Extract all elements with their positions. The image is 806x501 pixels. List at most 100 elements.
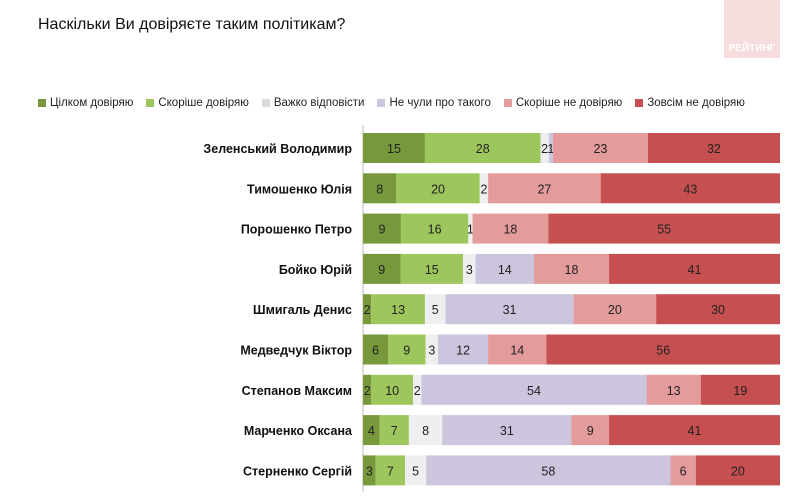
data-label: 32 (707, 142, 721, 156)
data-label: 20 (608, 303, 622, 317)
bar-segment (363, 455, 376, 486)
data-label: 19 (733, 384, 747, 398)
bar-segment (363, 253, 401, 284)
legend-swatch (377, 99, 386, 107)
bar-segment (475, 253, 534, 284)
data-label: 3 (366, 464, 373, 478)
rating-logo: РЕЙТИНГ (724, 0, 780, 58)
legend-item: Цілком довіряю (38, 97, 133, 109)
legend-item: Важко відповісти (261, 97, 364, 109)
data-label: 2 (414, 384, 421, 398)
chart-title: Наскільки Ви довіряєте таким політикам? (38, 16, 346, 33)
data-label: 3 (428, 344, 435, 358)
bar-segment (425, 334, 439, 365)
bar-segment (609, 415, 780, 446)
bar-segment (646, 374, 701, 405)
bar-segment (472, 213, 549, 244)
data-label: 8 (422, 424, 429, 438)
data-label: 14 (510, 344, 524, 358)
bar-segment (445, 294, 574, 325)
data-label: 9 (403, 344, 410, 358)
data-label: 58 (541, 464, 555, 478)
data-label: 13 (391, 303, 405, 317)
bar-segment (700, 374, 780, 405)
legend-item: Зовсім не довіряю (635, 97, 745, 109)
legend-swatch (261, 99, 270, 107)
bar-segment (421, 374, 647, 405)
bar-segment (479, 173, 489, 204)
data-label: 4 (368, 424, 375, 438)
bar-segment (609, 253, 780, 284)
bar-segment (408, 415, 443, 446)
data-label: 10 (385, 384, 399, 398)
data-label: 2 (480, 182, 487, 196)
data-label: 9 (378, 263, 385, 277)
bar-segment (396, 173, 480, 204)
data-label: 41 (688, 263, 702, 277)
data-label: 43 (683, 182, 697, 196)
data-label: 18 (503, 223, 517, 237)
bar-segment (695, 455, 780, 486)
data-label: 20 (731, 464, 745, 478)
bar-segment (548, 133, 553, 163)
logo-text: РЕЙТИНГ (728, 43, 776, 54)
data-label: 2 (364, 384, 371, 398)
data-label: 6 (680, 464, 687, 478)
data-label: 5 (432, 303, 439, 317)
category-label: Медведчук Віктор (240, 344, 352, 358)
bar-segment (424, 133, 541, 163)
data-label: 28 (476, 142, 490, 156)
category-label: Шмигаль Денис (253, 303, 352, 317)
data-label: 14 (498, 263, 512, 277)
data-label: 1 (467, 223, 474, 237)
data-label: 8 (376, 182, 383, 196)
bar-segment (371, 374, 414, 405)
data-label: 2 (364, 303, 371, 317)
bar-segment (363, 213, 401, 244)
legend-label: Скоріше не довіряю (515, 97, 623, 109)
bar-segment (405, 455, 427, 486)
bar-segment (438, 334, 489, 365)
legend-swatch (146, 99, 155, 107)
data-label: 15 (387, 142, 401, 156)
legend-label: Цілком довіряю (50, 97, 134, 109)
bar-segment (426, 455, 671, 486)
data-label: 13 (667, 384, 681, 398)
data-label: 54 (527, 384, 541, 398)
data-label: 20 (431, 182, 445, 196)
data-label: 16 (428, 223, 442, 237)
bar-segment (552, 133, 648, 163)
legend-item: Скоріше довіряю (146, 97, 249, 109)
data-label: 6 (372, 344, 379, 358)
bar-segment (540, 133, 549, 163)
data-label: 1 (547, 142, 554, 156)
category-label: Степанов Максим (242, 384, 352, 398)
data-label: 31 (500, 424, 514, 438)
bar-segment (363, 173, 397, 204)
legend-swatch (635, 99, 644, 107)
bar-segment (670, 455, 696, 486)
data-label: 23 (593, 142, 607, 156)
data-label: 41 (688, 424, 702, 438)
legend-label: Не чули про такого (389, 97, 491, 109)
legend-label: Зовсім не довіряю (647, 97, 745, 109)
category-label: Зеленський Володимир (203, 142, 352, 156)
bar-segment (546, 334, 780, 365)
bar-segment (647, 133, 780, 163)
data-label: 9 (587, 424, 594, 438)
category-label: Тимошенко Юлія (247, 182, 352, 196)
legend-label: Скоріше довіряю (158, 97, 249, 109)
bar-segment (379, 415, 409, 446)
bar-segment (400, 253, 464, 284)
bar-segment (363, 334, 389, 365)
category-label: Марченко Оксана (244, 424, 353, 438)
bar-segment (400, 213, 469, 244)
data-label: 30 (711, 303, 725, 317)
data-label: 56 (656, 344, 670, 358)
data-label: 2 (541, 142, 548, 156)
data-label: 27 (537, 182, 551, 196)
data-label: 55 (657, 223, 671, 237)
bar-segment (371, 294, 425, 325)
bar-segment (363, 374, 372, 405)
bar-segment (571, 415, 610, 446)
